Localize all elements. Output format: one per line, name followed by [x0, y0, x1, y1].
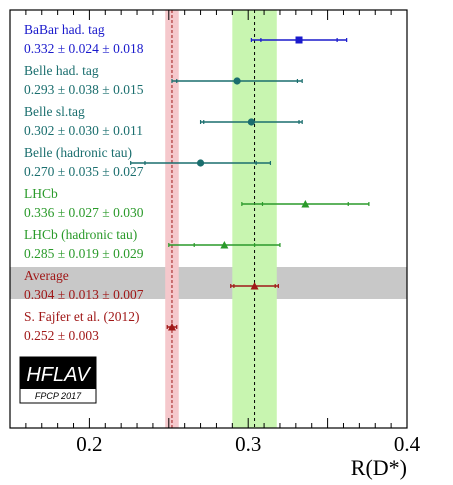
x-tick-label: 0.4: [394, 432, 421, 456]
data-point: [196, 159, 205, 167]
hflav-logo-band: [20, 357, 96, 389]
plot-frame: [9, 9, 408, 429]
data-point: [250, 282, 259, 290]
measurement-value: 0.293 ± 0.038 ± 0.015: [24, 82, 144, 97]
measurement-name: LHCb (hadronic tau): [24, 227, 137, 242]
sm-prediction-band: [165, 10, 179, 428]
measurement-name: Average: [24, 268, 69, 283]
measurement-value: 0.252 ± 0.003: [24, 328, 99, 343]
x-tick-label: 0.3: [235, 432, 261, 456]
x-tick-label: 0.2: [76, 432, 102, 456]
data-point: [233, 77, 241, 85]
measurement-name: Belle sl.tag: [24, 104, 85, 119]
data-point: [167, 323, 176, 331]
data-point: [301, 200, 310, 208]
measurement-value: 0.270 ± 0.035 ± 0.027: [24, 164, 144, 179]
measurement-value: 0.336 ± 0.027 ± 0.030: [24, 205, 144, 220]
measurement-name: S. Fajfer et al. (2012): [24, 309, 139, 324]
data-point: [220, 241, 229, 249]
measurement-value: 0.304 ± 0.013 ± 0.007: [24, 287, 144, 302]
x-axis-label: R(D*): [351, 455, 407, 480]
measurement-value: 0.302 ± 0.030 ± 0.011: [24, 123, 143, 138]
measurement-value: 0.285 ± 0.019 ± 0.029: [24, 246, 144, 261]
measurement-value: 0.332 ± 0.024 ± 0.018: [24, 41, 144, 56]
data-point: [295, 36, 303, 44]
hflav-logo-subtitle: FPCP 2017: [35, 391, 82, 401]
measurement-name: LHCb: [24, 186, 58, 201]
measurement-name: BaBar had. tag: [24, 22, 105, 37]
average-row-band: [10, 267, 407, 299]
measurement-name: Belle had. tag: [24, 63, 99, 78]
data-point: [247, 118, 255, 126]
measurement-name: Belle (hadronic tau): [24, 145, 132, 160]
hflav-logo-title: HFLAV: [26, 364, 91, 386]
